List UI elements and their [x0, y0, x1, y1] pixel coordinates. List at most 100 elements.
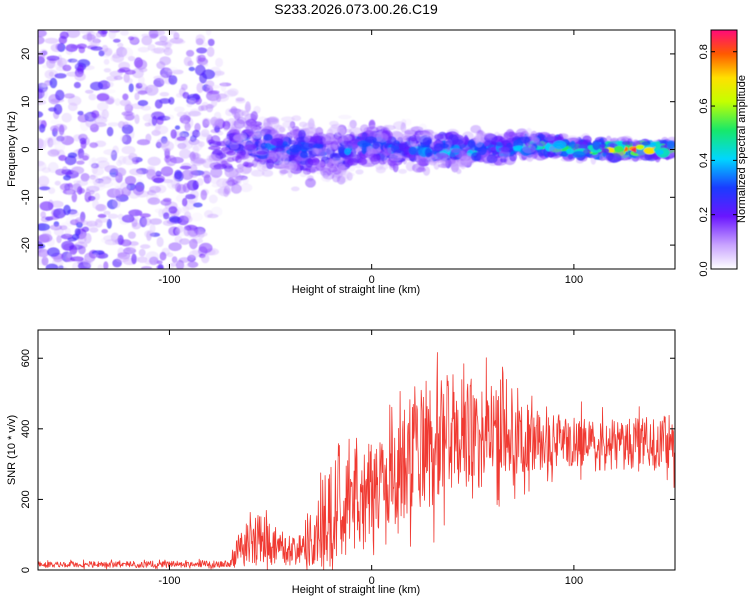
spectrogram-cell [165, 114, 175, 120]
spectrogram-cell [256, 150, 268, 155]
spectrogram-cell [67, 211, 80, 217]
spectrogram-cell [63, 93, 75, 99]
spectrogram-cell [196, 47, 208, 54]
spectrogram-cell [452, 139, 464, 145]
spectrogram-cell [641, 141, 651, 146]
spectrogram-cell [71, 59, 79, 68]
spectrogram-cell [236, 150, 246, 160]
spectrogram-cell [166, 252, 174, 258]
spectrogram-cell [279, 169, 289, 174]
colorbar-gradient [710, 29, 738, 270]
spectrogram-cell [200, 189, 208, 201]
spectrogram-cell [376, 132, 389, 143]
spectrogram-cell [250, 111, 258, 121]
spectrogram-cell [180, 205, 190, 214]
snr-x-tick-label: 100 [565, 575, 583, 587]
spectrogram-cell [67, 152, 78, 158]
spectrogram-cell [426, 152, 433, 157]
spectrogram-cell [448, 159, 456, 165]
spectrogram-cell [344, 147, 351, 156]
spectrogram-cell [168, 242, 182, 252]
spectrogram-cell [167, 30, 177, 35]
colorbar: 0.0 0.2 0.4 0.6 0.8 Normalized spectral ampl… [698, 29, 748, 277]
spectrogram-cell [38, 233, 53, 243]
spectrogram-cell [120, 30, 129, 36]
spectrogram-cell [582, 149, 592, 155]
spectrogram-cell [65, 216, 76, 227]
spectrogram-cell [159, 56, 171, 66]
spectrogram-cell [361, 145, 367, 155]
spectrogram-cell [55, 168, 67, 176]
spectrogram-cell [114, 98, 121, 106]
spectrogram-cell [566, 148, 575, 155]
spectrogram-marks [38, 30, 675, 269]
spectrogram-x-tick-label: 0 [369, 274, 375, 286]
spectrogram-cell [128, 36, 135, 41]
spectrogram-cell [103, 149, 117, 156]
spectrogram-cell [159, 35, 168, 43]
spectrogram-cell [108, 30, 116, 40]
spectrogram-cell [77, 233, 87, 244]
spectrogram-cell [226, 157, 235, 163]
spectrogram-cell [138, 75, 145, 87]
spectrogram-cell [282, 141, 288, 146]
spectrogram-cell [76, 160, 85, 165]
spectrogram-cell [137, 90, 148, 95]
spectrogram-cell [168, 97, 175, 105]
spectrogram-cell [61, 240, 75, 251]
spectrogram-cell [328, 126, 340, 134]
spectrogram-cell [321, 174, 332, 182]
spectrogram-cell [155, 170, 162, 177]
spectrogram-cell [643, 147, 656, 155]
colorbar-tick-label: 0.8 [698, 44, 710, 59]
spectrogram-cell [144, 84, 159, 96]
spectrogram-cell [64, 227, 71, 236]
spectrogram-cell [170, 129, 177, 139]
spectrogram-cell [82, 34, 96, 41]
spectrogram-cell [213, 118, 223, 128]
spectrogram-cell [270, 137, 284, 147]
spectrogram-cell [89, 142, 99, 149]
spectrogram-cell [655, 149, 664, 155]
spectrogram-cell [113, 75, 123, 81]
spectrogram-cell [198, 242, 213, 254]
spectrogram-cell [530, 130, 538, 141]
spectrogram-cell [214, 93, 228, 99]
spectrogram-cell [592, 140, 601, 151]
spectrogram-cell [132, 185, 145, 196]
spectrogram-cell [183, 226, 191, 237]
spectrogram-cell [372, 141, 380, 150]
spectrogram-cell [207, 213, 219, 219]
spectrogram-cell [379, 164, 389, 170]
spectrogram-cell [97, 264, 104, 269]
spectrogram-cell [245, 124, 256, 136]
spectrogram-cell [168, 75, 178, 85]
spectrogram-cell [215, 57, 224, 68]
spectrogram-cell [299, 171, 307, 178]
spectrogram-cell [370, 154, 381, 165]
spectrogram-cell [50, 200, 64, 208]
spectrogram-y-axis-title: Frequency (Hz) [6, 111, 18, 187]
spectrogram-x-axis-title: Height of straight line (km) [292, 284, 420, 296]
spectrogram-cell [263, 117, 271, 129]
spectrogram-cell [193, 202, 203, 208]
spectrogram-cell [38, 111, 44, 118]
spectrogram-cell [122, 121, 129, 128]
spectrogram-cell [50, 125, 59, 132]
spectrogram-cell [74, 228, 81, 236]
spectrogram-cell [93, 38, 100, 44]
spectrogram-cell [461, 155, 470, 161]
spectrogram-cell [156, 138, 170, 148]
spectrogram-cell [229, 128, 238, 134]
spectrogram-cell [97, 102, 109, 111]
spectrogram-cell [160, 199, 172, 206]
spectrogram-cell [649, 153, 656, 158]
spectrogram-cell [104, 47, 113, 57]
spectrogram-cell [636, 144, 645, 150]
spectrogram-cell [40, 211, 46, 219]
spectrogram-cell [141, 35, 153, 46]
spectrogram-cell [96, 93, 110, 101]
spectrogram-cell [201, 101, 209, 110]
spectrogram-cell [141, 33, 149, 38]
spectrogram-cell [572, 151, 586, 158]
